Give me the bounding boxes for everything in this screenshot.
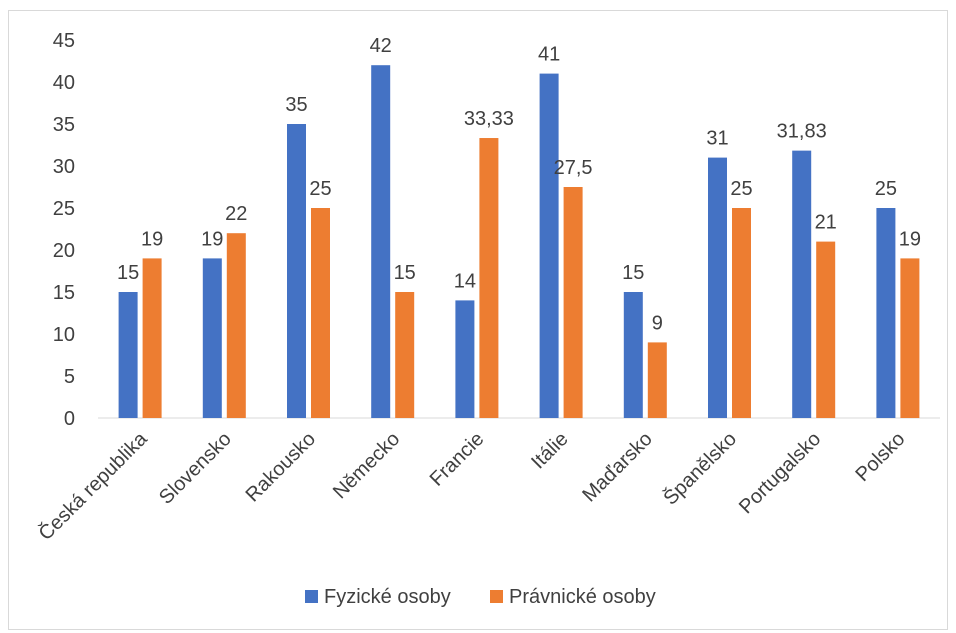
category-label: Itálie (527, 428, 572, 473)
category-label: Německo (329, 428, 404, 503)
bar (708, 157, 727, 418)
y-tick-label: 10 (53, 324, 75, 346)
data-label: 15 (394, 262, 416, 284)
bar (647, 342, 667, 418)
bar (816, 241, 836, 418)
data-label: 31 (706, 128, 728, 150)
bar (118, 292, 138, 418)
bar (539, 73, 559, 418)
bar (371, 65, 391, 418)
y-tick-label: 15 (53, 282, 75, 304)
bar (479, 138, 499, 418)
category-label: Rakousko (242, 428, 320, 506)
legend-label: Právnické osoby (509, 586, 656, 608)
y-tick-label: 45 (53, 30, 75, 52)
category-label: Česká republika (34, 427, 152, 545)
data-label: 19 (201, 228, 223, 250)
bar (311, 208, 330, 418)
data-label: 33,33 (464, 108, 514, 130)
y-tick-label: 5 (64, 366, 75, 388)
legend-swatch (305, 590, 318, 603)
legend-swatch (490, 590, 503, 603)
data-label: 42 (370, 35, 392, 57)
bar (900, 258, 920, 418)
y-tick-label: 30 (53, 156, 75, 178)
data-label: 25 (309, 178, 331, 200)
bar (623, 292, 643, 418)
data-label: 31,83 (777, 121, 827, 143)
bar (455, 300, 475, 418)
data-label: 27,5 (554, 157, 593, 179)
y-tick-label: 40 (53, 72, 75, 94)
bar (226, 233, 246, 418)
bar (792, 150, 812, 419)
bar (142, 258, 162, 418)
data-label: 15 (622, 262, 644, 284)
data-label: 15 (117, 262, 139, 284)
data-label: 14 (454, 270, 476, 292)
data-label: 21 (815, 212, 837, 234)
bar (202, 258, 222, 418)
category-label: Maďarsko (578, 428, 656, 506)
category-label: Polsko (851, 428, 909, 486)
category-label: Španělsko (659, 427, 741, 509)
data-label: 25 (875, 178, 897, 200)
legend-label: Fyzické osoby (324, 586, 451, 608)
data-label: 25 (730, 178, 752, 200)
y-tick-label: 20 (53, 240, 75, 262)
data-label: 19 (141, 228, 163, 250)
data-label: 9 (652, 312, 663, 334)
chart-frame (8, 10, 948, 630)
category-label: Slovensko (155, 428, 236, 509)
data-label: 35 (285, 94, 307, 116)
y-tick-label: 35 (53, 114, 75, 136)
bar (395, 292, 415, 418)
bar (732, 208, 751, 418)
bar (876, 208, 896, 418)
bar (287, 124, 306, 418)
y-tick-label: 0 (64, 408, 75, 430)
bar (563, 187, 583, 418)
category-label: Portugalsko (735, 428, 825, 518)
y-tick-label: 25 (53, 198, 75, 220)
data-label: 41 (538, 44, 560, 66)
data-label: 19 (899, 228, 921, 250)
category-label: Francie (426, 428, 489, 491)
data-label: 22 (225, 203, 247, 225)
